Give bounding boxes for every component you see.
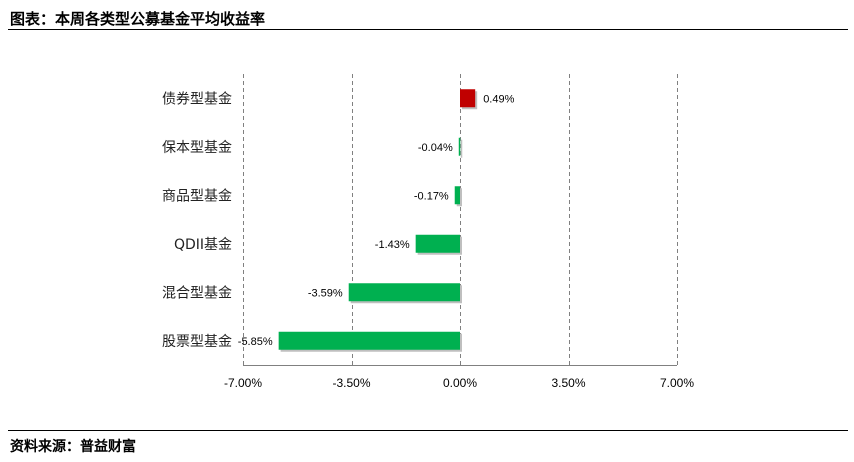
bar-3 <box>415 234 460 253</box>
x-tick-label-4: 7.00% <box>660 376 694 390</box>
bar-1 <box>458 137 461 156</box>
value-label-2: -0.17% <box>414 190 449 202</box>
title-divider <box>8 29 848 30</box>
value-label-0: 0.49% <box>483 93 514 105</box>
value-label-1: -0.04% <box>418 142 453 154</box>
bar-0 <box>460 89 476 108</box>
bar-5 <box>278 331 460 350</box>
category-label-3: QDII基金 <box>174 236 232 253</box>
category-label-1: 保本型基金 <box>162 139 232 156</box>
footer-divider <box>8 430 848 431</box>
source-note: 资料来源：普益财富 <box>10 439 136 455</box>
bar-4 <box>348 283 460 302</box>
value-label-3: -1.43% <box>375 239 410 251</box>
bar-shadow-1 <box>460 139 463 158</box>
x-tick-label-1: -3.50% <box>332 376 370 390</box>
value-label-4: -3.59% <box>308 287 343 299</box>
x-tick-label-3: 3.50% <box>551 376 585 390</box>
category-label-4: 混合型基金 <box>162 284 232 301</box>
value-label-5: -5.85% <box>238 336 273 348</box>
bar-2 <box>454 186 460 205</box>
category-label-5: 股票型基金 <box>162 333 232 350</box>
x-tick-label-2: 0.00% <box>443 376 477 390</box>
x-tick-label-0: -7.00% <box>224 376 262 390</box>
category-label-2: 商品型基金 <box>162 187 232 204</box>
chart-title: 图表：本周各类型公募基金平均收益率 <box>10 10 266 28</box>
category-label-0: 债券型基金 <box>162 90 232 107</box>
